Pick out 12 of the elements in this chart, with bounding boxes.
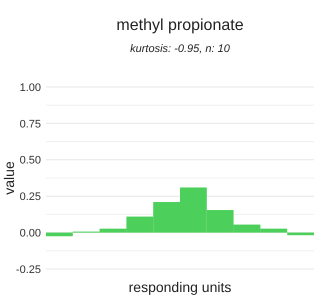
chart-subtitle: kurtosis: -0.95, n: 10: [130, 43, 231, 55]
y-axis-title: value: [1, 161, 17, 195]
y-tick-label: 0.25: [20, 191, 41, 204]
chart-title: methyl propionate: [116, 17, 244, 34]
bar: [46, 232, 73, 236]
y-tick-label: 0.75: [20, 118, 41, 130]
y-tick-label: 0.50: [20, 154, 41, 167]
y-tick-label: -0.25: [16, 264, 41, 276]
y-tick-label: 1.00: [20, 82, 41, 94]
x-axis-title: responding units: [128, 279, 232, 295]
bar: [287, 232, 314, 236]
y-tick-label: 0.00: [20, 227, 41, 240]
